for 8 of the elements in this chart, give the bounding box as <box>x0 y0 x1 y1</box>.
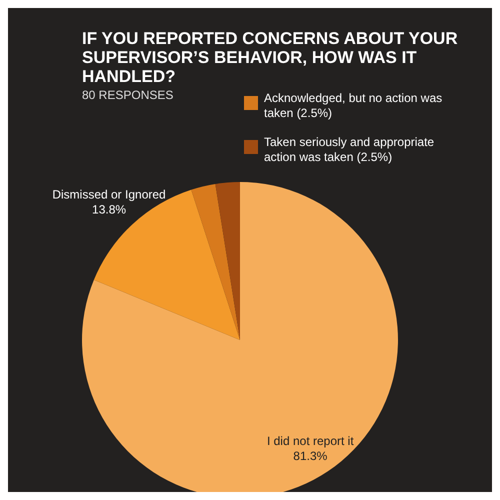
legend-label: Acknowledged, but no action was taken (2.5%) <box>264 91 442 120</box>
chart-title: IF YOU REPORTED CONCERNS ABOUT YOUR SUPERVISOR’S BEHAVIOR, HOW WAS IT HANDLED? <box>82 29 458 86</box>
slice-label: I did not report it <box>266 434 354 448</box>
data-label: 13.8% <box>92 202 126 217</box>
slice-label: Dismissed or Ignored <box>52 188 166 202</box>
legend-label: Taken seriously and appropriate action was taken (2.5%) <box>264 135 434 164</box>
chart-subtitle: 80 RESPONSES <box>82 88 174 102</box>
data-label: 81.3% <box>293 449 328 464</box>
